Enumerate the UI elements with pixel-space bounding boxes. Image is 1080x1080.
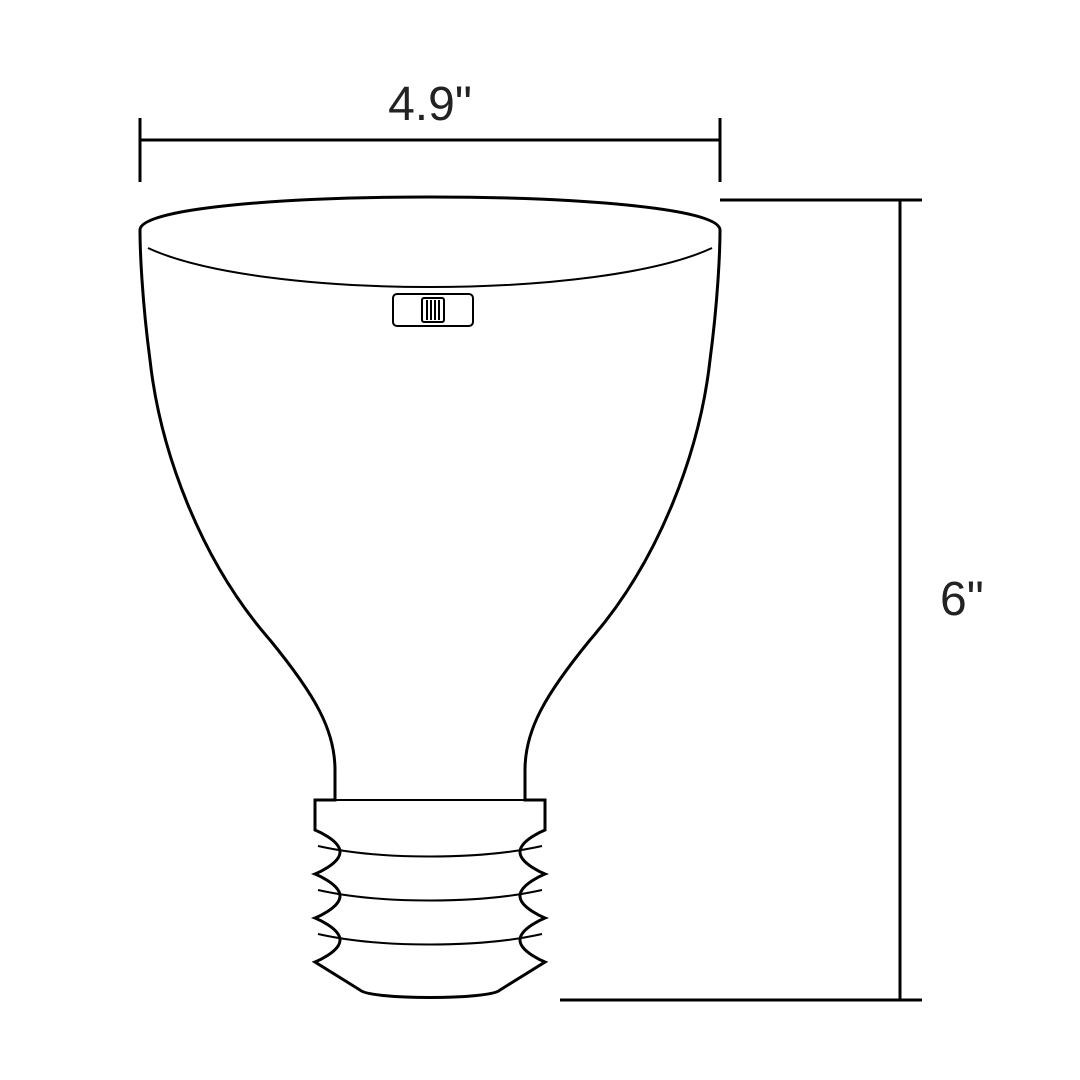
bulb-dimension-diagram: 4.9" 6" — [0, 0, 1080, 1080]
width-label: 4.9" — [388, 78, 472, 131]
height-label: 6" — [940, 573, 984, 626]
width-dimension: 4.9" — [140, 78, 720, 182]
switch-detail — [393, 294, 473, 326]
